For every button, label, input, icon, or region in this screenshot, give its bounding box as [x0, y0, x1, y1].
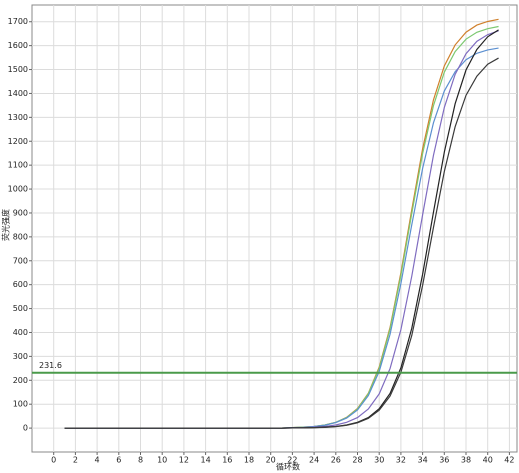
x-tick-label: 22: [287, 456, 297, 465]
x-axis-label: 循环数: [276, 462, 300, 472]
x-tick-label: 16: [222, 456, 232, 465]
y-tick-label: 500: [13, 304, 28, 313]
threshold-label: 231.6: [39, 361, 62, 370]
y-tick-label: 400: [13, 328, 28, 337]
plot-area: [31, 4, 518, 453]
x-tick-label: 4: [95, 456, 100, 465]
x-tick-label: 30: [374, 456, 384, 465]
y-tick-label: 600: [13, 280, 28, 289]
y-tick-label: 100: [13, 400, 28, 409]
x-tick-label: 28: [352, 456, 362, 465]
x-tick-label: 10: [157, 456, 167, 465]
y-tick-label: 1700: [8, 17, 28, 26]
x-tick-label: 18: [244, 456, 254, 465]
y-tick-label: 300: [13, 352, 28, 361]
y-tick-label: 700: [13, 256, 28, 265]
y-tick-label: 1100: [8, 161, 28, 170]
y-tick-label: 0: [23, 424, 28, 433]
x-tick-label: 2: [73, 456, 78, 465]
y-tick-label: 800: [13, 232, 28, 241]
y-tick-label: 1600: [8, 41, 28, 50]
x-tick-label: 20: [266, 456, 276, 465]
y-axis-label: 荧光强度: [1, 209, 11, 241]
x-tick-label: 26: [331, 456, 341, 465]
x-tick-label: 42: [504, 456, 514, 465]
x-tick-label: 40: [483, 456, 493, 465]
y-tick-label: 200: [13, 376, 28, 385]
y-tick-label: 1300: [8, 113, 28, 122]
series-line: [64, 57, 499, 429]
y-tick-label: 1000: [8, 185, 28, 194]
x-tick-label: 34: [418, 456, 428, 465]
x-tick-label: 12: [179, 456, 189, 465]
x-tick-label: 0: [51, 456, 56, 465]
y-tick-label: 1500: [8, 65, 28, 74]
x-tick-label: 24: [309, 456, 319, 465]
y-tick-label: 1400: [8, 89, 28, 98]
y-tick-label: 1200: [8, 137, 28, 146]
x-tick-label: 36: [439, 456, 449, 465]
x-tick-label: 6: [116, 456, 121, 465]
x-tick-label: 8: [138, 456, 143, 465]
x-tick-label: 32: [396, 456, 406, 465]
x-tick-label: 14: [201, 456, 211, 465]
y-tick-label: 900: [13, 208, 28, 217]
x-tick-label: 38: [461, 456, 471, 465]
